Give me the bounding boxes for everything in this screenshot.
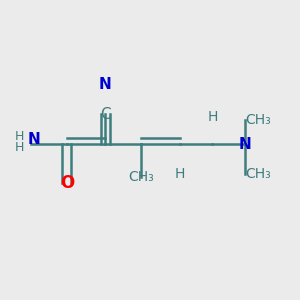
Text: H: H [14, 140, 24, 154]
Text: CH₃: CH₃ [246, 167, 272, 181]
Text: N: N [28, 132, 40, 147]
Text: N: N [239, 136, 251, 152]
Text: H: H [14, 130, 24, 143]
Text: H: H [207, 110, 218, 124]
Text: O: O [60, 174, 74, 192]
Text: C: C [100, 107, 111, 122]
Text: CH₃: CH₃ [246, 113, 272, 127]
Text: H: H [175, 167, 185, 181]
Text: N: N [99, 77, 112, 92]
Text: CH₃: CH₃ [128, 170, 154, 184]
